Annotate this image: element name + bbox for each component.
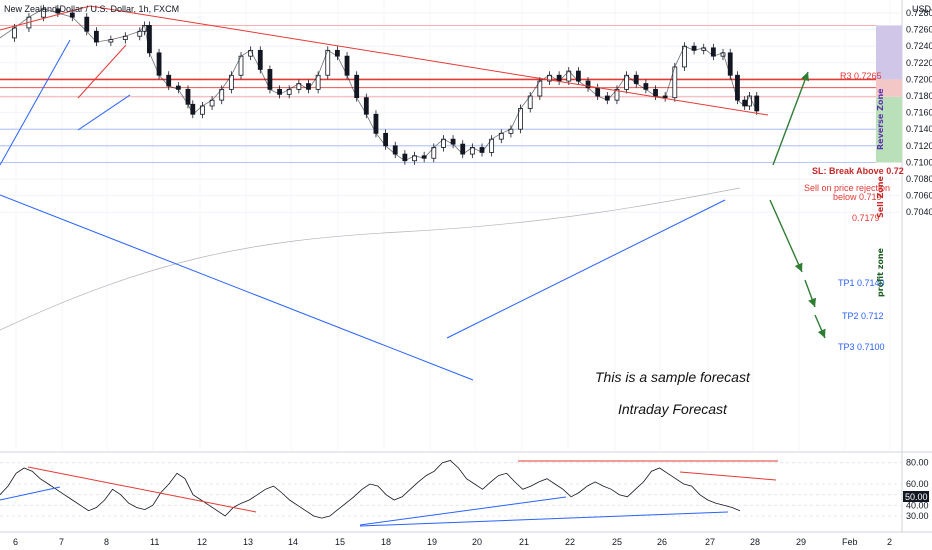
x-tick-label: 20 xyxy=(472,537,482,547)
reverse-zone xyxy=(876,25,902,80)
forecast-arrow xyxy=(814,314,826,339)
x-tick-label: 6 xyxy=(13,537,18,547)
rsi-tick-label: 30.00 xyxy=(906,511,929,521)
trendline-blue-ascending xyxy=(446,199,726,339)
trendline-blue-descending xyxy=(0,194,474,381)
trendline-blue-left xyxy=(0,39,71,166)
tp3-label: TP3 0.7100 xyxy=(838,342,885,352)
x-tick-label: 2 xyxy=(887,537,892,547)
forecast-arrow xyxy=(769,199,803,273)
forecast-zones xyxy=(876,25,902,163)
x-tick-label: 8 xyxy=(104,537,109,547)
candle-body xyxy=(12,27,17,39)
rsi-tick-label: 60.00 xyxy=(906,479,929,489)
sell-zone-label: Sell Zone xyxy=(876,176,885,218)
sell-zone xyxy=(876,79,902,97)
main-pane-background xyxy=(0,0,902,450)
trendline-red-upper-left xyxy=(0,5,91,31)
level-0.7179-label: 0.7179 xyxy=(852,213,880,223)
x-tick-label: 25 xyxy=(612,537,622,547)
sl-label: SL: Break Above 0.72 xyxy=(812,166,904,176)
x-tick-label: 27 xyxy=(705,537,715,547)
rsi-current-value-badge xyxy=(903,491,929,502)
x-tick-label: 11 xyxy=(150,537,159,547)
x-tick-label: Feb xyxy=(842,537,858,547)
x-tick-label: 12 xyxy=(197,537,207,547)
rsi-trendline-red-3 xyxy=(679,471,777,481)
sell-label-1: Sell on price rejection xyxy=(804,183,890,193)
price-line xyxy=(0,8,758,162)
tp2-label: TP2 0.712 xyxy=(842,311,884,321)
x-tick-label: 21 xyxy=(519,537,529,547)
rsi-current-value: 50.00 xyxy=(905,492,928,502)
x-tick-label: 18 xyxy=(381,537,391,547)
rsi-tick-label: 40.00 xyxy=(906,500,929,510)
profit-zone xyxy=(876,96,902,163)
candle-body xyxy=(147,25,152,54)
rsi-trendline-blue-3 xyxy=(359,511,729,527)
forecast-line-2: Intraday Forecast xyxy=(618,401,728,417)
x-tick-label: 7 xyxy=(59,537,64,547)
moving-average-line xyxy=(0,187,741,331)
forecast-line-1: This is a sample forecast xyxy=(595,369,751,385)
trend-lines xyxy=(0,5,769,381)
x-tick-label: 19 xyxy=(427,537,437,547)
candle-body xyxy=(747,95,752,107)
sell-label-2: below 0.719 xyxy=(833,192,882,202)
rsi-trendline-red-1 xyxy=(27,466,257,513)
candle-body xyxy=(84,16,90,32)
forecast-arrow xyxy=(772,71,809,166)
rsi-trendline-blue-1 xyxy=(0,486,61,501)
level-lines xyxy=(0,25,876,163)
y-tick-label: 0.7280 xyxy=(906,8,932,18)
candle-body xyxy=(754,95,760,112)
reverse-zone-label: Reverse Zone xyxy=(876,88,885,150)
x-tick-label: 15 xyxy=(335,537,345,547)
x-tick-label: 26 xyxy=(657,537,667,547)
chart-title: New Zealand Dollar / U.S. Dollar, 1h, FX… xyxy=(4,4,179,14)
x-tick-label: 13 xyxy=(243,537,253,547)
trendline-red-descending xyxy=(89,5,769,116)
rsi-line xyxy=(0,460,741,519)
x-tick-label: 28 xyxy=(750,537,760,547)
forecast-arrow xyxy=(804,279,817,308)
price-series xyxy=(0,4,760,331)
r3-label: R3 0.7265 xyxy=(840,71,882,81)
x-tick-label: 29 xyxy=(796,537,806,547)
rsi-tick-label: 80.00 xyxy=(906,458,929,468)
y-tick-label: 0.70400 xyxy=(906,207,932,217)
trendline-blue-channel xyxy=(77,94,131,131)
profit-zone-label: profit zone xyxy=(876,247,885,297)
time-axis[interactable]: 6 7 8 11 12 13 14 15 18 19 20 21 22 25 26 27 28 29 Feb 2 xyxy=(13,537,892,547)
x-tick-label: 14 xyxy=(288,537,298,547)
currency-label: USD xyxy=(912,4,932,14)
trendline-red-channel xyxy=(77,44,127,99)
forecast-arrows xyxy=(769,71,826,339)
x-tick-label: 22 xyxy=(565,537,575,547)
rsi-trendline-blue-2 xyxy=(359,496,567,526)
tp1-label: TP1 0.7140 xyxy=(838,278,885,288)
